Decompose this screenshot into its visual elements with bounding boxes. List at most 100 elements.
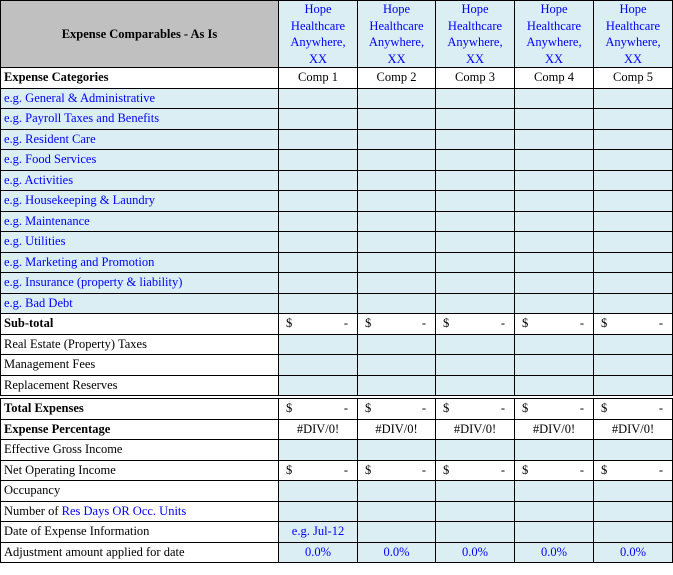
value-cell[interactable]	[514, 272, 594, 294]
value-cell[interactable]	[357, 500, 436, 522]
value-cell[interactable]	[278, 231, 358, 253]
value-cell[interactable]	[357, 439, 436, 461]
value-cell[interactable]	[435, 128, 515, 150]
value-cell[interactable]	[435, 521, 515, 543]
value-cell[interactable]	[357, 333, 436, 355]
value-cell[interactable]	[593, 251, 673, 273]
value-cell[interactable]	[435, 292, 515, 314]
value-cell[interactable]	[357, 272, 436, 294]
value-cell[interactable]	[593, 439, 673, 461]
value-cell[interactable]	[435, 480, 515, 502]
value-cell[interactable]	[514, 521, 594, 543]
value-cell[interactable]	[278, 190, 358, 212]
value-cell[interactable]	[435, 439, 515, 461]
value-cell[interactable]	[357, 374, 436, 398]
value-cell[interactable]	[435, 108, 515, 130]
value-cell[interactable]	[435, 374, 515, 398]
value-cell[interactable]	[514, 149, 594, 171]
value-cell[interactable]	[593, 149, 673, 171]
value-cell[interactable]	[278, 87, 358, 109]
value-cell[interactable]	[514, 87, 594, 109]
value-cell[interactable]: 0.0%	[514, 541, 594, 563]
value-cell[interactable]	[514, 292, 594, 314]
value-cell[interactable]	[593, 374, 673, 398]
value-cell[interactable]	[593, 333, 673, 355]
property-name-cell[interactable]: Hope Healthcare Anywhere, XX	[435, 0, 515, 68]
row-label[interactable]: e.g. Marketing and Promotion	[0, 251, 279, 273]
value-cell[interactable]	[593, 521, 673, 543]
value-cell[interactable]	[435, 210, 515, 232]
value-cell[interactable]	[514, 500, 594, 522]
row-label[interactable]: e.g. Utilities	[0, 231, 279, 253]
row-label[interactable]: e.g. Activities	[0, 169, 279, 191]
value-cell[interactable]	[514, 190, 594, 212]
value-cell[interactable]	[514, 128, 594, 150]
row-label[interactable]: e.g. Bad Debt	[0, 292, 279, 314]
value-cell[interactable]	[278, 108, 358, 130]
value-cell[interactable]	[435, 500, 515, 522]
value-cell[interactable]	[593, 231, 673, 253]
value-cell[interactable]	[514, 108, 594, 130]
value-cell[interactable]	[278, 480, 358, 502]
value-cell[interactable]	[435, 87, 515, 109]
value-cell[interactable]	[357, 169, 436, 191]
value-cell[interactable]	[357, 292, 436, 314]
row-label[interactable]: e.g. Housekeeping & Laundry	[0, 190, 279, 212]
value-cell[interactable]	[435, 149, 515, 171]
value-cell[interactable]	[435, 272, 515, 294]
value-cell[interactable]	[593, 292, 673, 314]
value-cell[interactable]	[357, 128, 436, 150]
value-cell[interactable]	[435, 354, 515, 376]
value-cell[interactable]: e.g. Jul-12	[278, 521, 358, 543]
row-label[interactable]: e.g. Payroll Taxes and Benefits	[0, 108, 279, 130]
property-name-cell[interactable]: Hope Healthcare Anywhere, XX	[278, 0, 358, 68]
value-cell[interactable]	[435, 231, 515, 253]
row-label[interactable]: e.g. General & Administrative	[0, 87, 279, 109]
value-cell[interactable]	[278, 500, 358, 522]
value-cell[interactable]	[357, 108, 436, 130]
value-cell[interactable]	[278, 374, 358, 398]
value-cell[interactable]: 0.0%	[357, 541, 436, 563]
value-cell[interactable]	[593, 354, 673, 376]
value-cell[interactable]	[593, 210, 673, 232]
value-cell[interactable]	[593, 169, 673, 191]
value-cell[interactable]	[357, 251, 436, 273]
value-cell[interactable]	[514, 333, 594, 355]
value-cell[interactable]	[357, 190, 436, 212]
value-cell[interactable]	[357, 354, 436, 376]
value-cell[interactable]	[278, 333, 358, 355]
value-cell[interactable]	[357, 521, 436, 543]
value-cell[interactable]	[593, 190, 673, 212]
value-cell[interactable]	[593, 128, 673, 150]
value-cell[interactable]	[435, 251, 515, 273]
row-label[interactable]: e.g. Insurance (property & liability)	[0, 272, 279, 294]
property-name-cell[interactable]: Hope Healthcare Anywhere, XX	[357, 0, 436, 68]
value-cell[interactable]	[278, 149, 358, 171]
value-cell[interactable]	[357, 87, 436, 109]
value-cell[interactable]	[593, 108, 673, 130]
value-cell[interactable]	[514, 480, 594, 502]
row-label[interactable]: e.g. Food Services	[0, 149, 279, 171]
value-cell[interactable]	[435, 333, 515, 355]
value-cell[interactable]	[435, 169, 515, 191]
value-cell[interactable]	[593, 272, 673, 294]
value-cell[interactable]	[278, 272, 358, 294]
value-cell[interactable]	[278, 251, 358, 273]
value-cell[interactable]	[514, 374, 594, 398]
value-cell[interactable]: 0.0%	[593, 541, 673, 563]
value-cell[interactable]	[357, 231, 436, 253]
property-name-cell[interactable]: Hope Healthcare Anywhere, XX	[593, 0, 673, 68]
value-cell[interactable]	[514, 251, 594, 273]
value-cell[interactable]	[514, 354, 594, 376]
value-cell[interactable]	[278, 354, 358, 376]
value-cell[interactable]	[278, 128, 358, 150]
value-cell[interactable]	[435, 190, 515, 212]
value-cell[interactable]: 0.0%	[278, 541, 358, 563]
value-cell[interactable]	[514, 210, 594, 232]
value-cell[interactable]	[278, 169, 358, 191]
value-cell[interactable]	[278, 292, 358, 314]
value-cell[interactable]	[593, 480, 673, 502]
value-cell[interactable]	[593, 500, 673, 522]
value-cell[interactable]	[514, 231, 594, 253]
row-label[interactable]: e.g. Maintenance	[0, 210, 279, 232]
